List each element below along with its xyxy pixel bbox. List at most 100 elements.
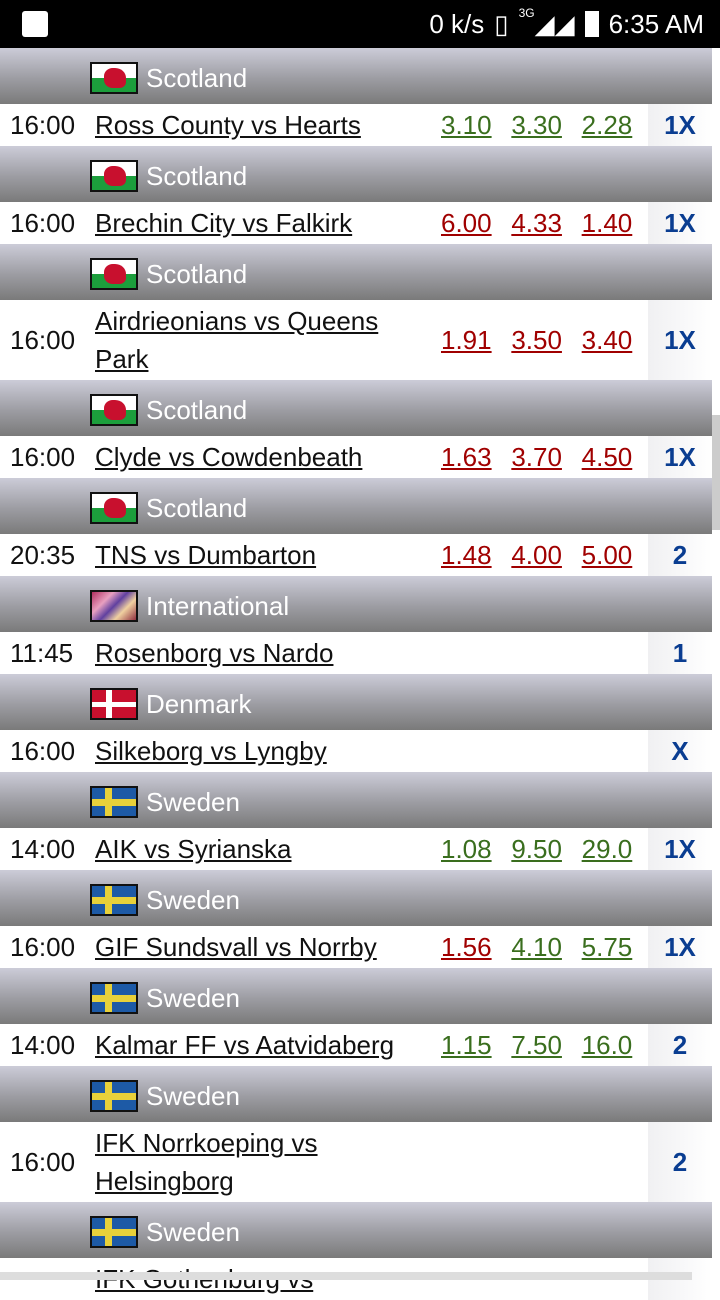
- match-link[interactable]: TNS vs Dumbarton: [95, 540, 317, 570]
- odds-link[interactable]: 1.15: [441, 1029, 492, 1060]
- odds-link[interactable]: 5.75: [581, 931, 633, 962]
- odds-link[interactable]: 1.63: [441, 441, 492, 472]
- tip-badge: 2: [648, 534, 712, 576]
- odds-link[interactable]: 4.33: [511, 207, 562, 238]
- odds-group: 6.00 4.33 1.40: [435, 208, 652, 239]
- match-row: 14:00 AIK vs Syrianska 1.08 9.50 29.0 1X: [0, 828, 712, 870]
- odds-group: 1.08 9.50 29.0: [435, 834, 652, 865]
- vibrate-icon: ▯: [494, 8, 509, 39]
- signal-icon: ◢◢: [534, 8, 575, 39]
- league-header: Denmark: [0, 674, 712, 730]
- network-type: 3G: [518, 6, 535, 20]
- match-row: 20:35 TNS vs Dumbarton 1.48 4.00 5.00 2: [0, 534, 712, 576]
- odds-link[interactable]: 5.00: [581, 539, 633, 570]
- odds-link[interactable]: 1.40: [581, 207, 633, 238]
- country-name: Scotland: [146, 394, 248, 425]
- odds-link[interactable]: 1.08: [441, 833, 492, 864]
- odds-link[interactable]: 16.0: [581, 1029, 633, 1060]
- intl-flag-icon: [90, 590, 138, 622]
- odds-link[interactable]: 1.48: [441, 539, 492, 570]
- country-name: Sweden: [146, 786, 240, 817]
- match-link[interactable]: GIF Sundsvall vs Norrby: [95, 932, 377, 962]
- odds-link[interactable]: 4.50: [581, 441, 633, 472]
- match-link[interactable]: Airdrieonians vs Queens Park: [95, 306, 379, 374]
- match-link[interactable]: Rosenborg vs Nardo: [95, 638, 334, 668]
- clock: 6:35 AM: [608, 8, 704, 39]
- odds-group: 1.56 4.10 5.75: [435, 932, 652, 963]
- match-time: 20:35: [10, 539, 76, 570]
- tip-badge: 1X: [648, 926, 712, 968]
- league-header: Sweden: [0, 1202, 712, 1258]
- match-link[interactable]: Silkeborg vs Lyngby: [95, 736, 327, 766]
- tip-badge: 1X: [648, 436, 712, 478]
- sweden-flag-icon: [90, 786, 138, 818]
- match-link[interactable]: AIK vs Syrianska: [95, 834, 292, 864]
- match-row: 16:00 Airdrieonians vs Queens Park 1.91 3…: [0, 300, 712, 380]
- network-speed: 0 k/s: [429, 8, 485, 39]
- scrollbar[interactable]: [712, 415, 720, 530]
- league-header: Scotland: [0, 244, 712, 300]
- sweden-flag-icon: [90, 1080, 138, 1112]
- match-row: 14:00 Kalmar FF vs Aatvidaberg 1.15 7.50 1…: [0, 1024, 712, 1066]
- match-row: 16:00 Clyde vs Cowdenbeath 1.63 3.70 4.50 …: [0, 436, 712, 478]
- odds-link[interactable]: 3.10: [441, 109, 492, 140]
- tip-badge: 1X: [648, 828, 712, 870]
- match-time: 16:00: [10, 931, 76, 962]
- wales-flag-icon: [90, 492, 138, 524]
- bottom-bar: [0, 1272, 692, 1280]
- match-time: 16:00: [10, 441, 76, 472]
- odds-link[interactable]: 6.00: [441, 207, 492, 238]
- match-row: 16:00 GIF Sundsvall vs Norrby 1.56 4.10 5.…: [0, 926, 712, 968]
- match-row: 16:00 IFK Norrkoeping vs Helsingborg 2: [0, 1122, 712, 1202]
- country-name: Sweden: [146, 1080, 240, 1111]
- tip-badge: 1X: [648, 104, 712, 146]
- odds-group: 1.48 4.00 5.00: [435, 540, 652, 571]
- league-header: Sweden: [0, 1066, 712, 1122]
- odds-link[interactable]: 3.30: [511, 109, 562, 140]
- league-header: Scotland: [0, 146, 712, 202]
- tip-badge: 1X: [648, 300, 712, 380]
- odds-link[interactable]: 3.70: [511, 441, 562, 472]
- odds-group: 3.10 3.30 2.28: [435, 110, 652, 141]
- match-time: 14:00: [10, 833, 76, 864]
- odds-link[interactable]: 9.50: [511, 833, 562, 864]
- odds-link[interactable]: 29.0: [581, 833, 633, 864]
- country-name: Denmark: [146, 688, 252, 719]
- wales-flag-icon: [90, 62, 138, 94]
- battery-icon: [584, 11, 599, 37]
- odds-link[interactable]: 3.40: [581, 324, 633, 355]
- league-header: Sweden: [0, 968, 712, 1024]
- match-link[interactable]: Clyde vs Cowdenbeath: [95, 442, 363, 472]
- country-name: Scotland: [146, 62, 248, 93]
- denmark-flag-icon: [90, 688, 138, 720]
- tip-badge: 2: [648, 1024, 712, 1066]
- league-header: Scotland: [0, 48, 712, 104]
- match-link[interactable]: Kalmar FF vs Aatvidaberg: [95, 1030, 395, 1060]
- wales-flag-icon: [90, 160, 138, 192]
- tip-badge: X: [648, 730, 712, 772]
- match-link[interactable]: Ross County vs Hearts: [95, 110, 361, 140]
- wales-flag-icon: [90, 258, 138, 290]
- odds-group: 1.63 3.70 4.50: [435, 442, 652, 473]
- league-header: Scotland: [0, 380, 712, 436]
- match-time: 16:00: [10, 109, 76, 140]
- match-row: 16:00 Brechin City vs Falkirk 6.00 4.33 1.…: [0, 202, 712, 244]
- odds-link[interactable]: 1.91: [441, 324, 492, 355]
- odds-link[interactable]: 7.50: [511, 1029, 562, 1060]
- country-name: International: [146, 590, 290, 621]
- odds-link[interactable]: 2.28: [581, 109, 633, 140]
- match-row: 11:45 Rosenborg vs Nardo 1: [0, 632, 712, 674]
- odds-link[interactable]: 3.50: [511, 324, 562, 355]
- tip-badge: 2: [648, 1122, 712, 1202]
- odds-link[interactable]: 4.10: [511, 931, 562, 962]
- sweden-flag-icon: [90, 982, 138, 1014]
- match-row: 16:00 Silkeborg vs Lyngby X: [0, 730, 712, 772]
- image-icon: [22, 11, 48, 37]
- match-row: 16:00 Ross County vs Hearts 3.10 3.30 2.28…: [0, 104, 712, 146]
- match-link[interactable]: Brechin City vs Falkirk: [95, 208, 353, 238]
- odds-link[interactable]: 4.00: [511, 539, 562, 570]
- match-time: 11:45: [10, 637, 74, 668]
- odds-group: 1.15 7.50 16.0: [435, 1030, 652, 1061]
- match-link[interactable]: IFK Norrkoeping vs Helsingborg: [95, 1128, 318, 1196]
- odds-link[interactable]: 1.56: [441, 931, 492, 962]
